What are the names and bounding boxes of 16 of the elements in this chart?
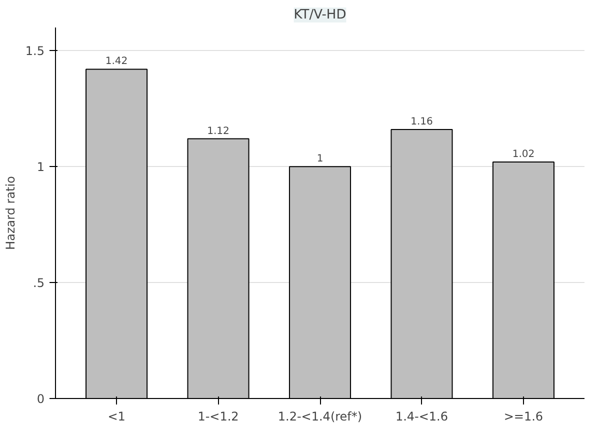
data-label: 1.02 xyxy=(512,148,535,160)
data-label: 1.16 xyxy=(410,116,433,128)
x-tick-label: 1-<1.2 xyxy=(198,410,239,424)
y-tick-label: 0 xyxy=(36,392,45,406)
y-tick-label: 1 xyxy=(36,160,45,174)
y-tick-label: .5 xyxy=(33,276,45,290)
x-tick-label: 1.4-<1.6 xyxy=(395,410,448,424)
x-tick-label: 1.2-<1.4(ref*) xyxy=(278,410,362,424)
chart-title: KT/V-HD xyxy=(294,8,346,22)
y-tick-label: 1.5 xyxy=(25,44,45,58)
data-label: 1.42 xyxy=(105,56,128,68)
data-label: 1 xyxy=(316,154,324,165)
y-axis-title: Hazard ratio xyxy=(3,176,18,250)
x-tick-label: <1 xyxy=(108,410,126,424)
data-label: 1.12 xyxy=(207,126,230,137)
x-tick-label: >=1.6 xyxy=(504,410,544,424)
